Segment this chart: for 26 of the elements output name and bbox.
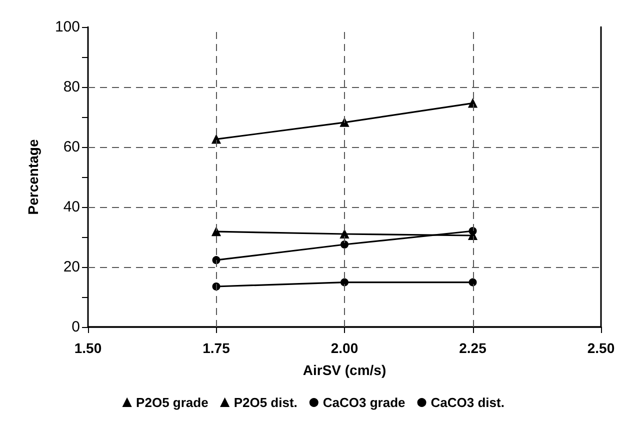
x-tick-label: 1.75: [202, 340, 230, 356]
x-axis-title: AirSV (cm/s): [302, 362, 386, 378]
legend-label: CaCO3 dist.: [430, 395, 504, 410]
point: [212, 256, 220, 264]
y-tick-label: 100: [54, 18, 80, 36]
point: [212, 227, 221, 236]
point: [340, 278, 348, 286]
legend-label: P2O5 dist.: [234, 395, 298, 410]
x-tick-label: 2.00: [330, 340, 358, 356]
point: [340, 230, 349, 238]
y-tick-label: 60: [63, 138, 80, 156]
point: [340, 240, 348, 248]
point: [468, 227, 477, 235]
legend-label: P2O5 grade: [136, 395, 208, 410]
legend-label: CaCO3 grade: [322, 395, 406, 410]
y-axis-title: Percentage: [25, 139, 41, 215]
x-tick-label: 2.25: [459, 340, 487, 356]
y-tick-label: 40: [63, 198, 80, 216]
x-tick-label: 1.50: [74, 340, 102, 356]
point: [468, 98, 478, 108]
y-tick-label: 80: [63, 78, 80, 96]
y-tick-label: 20: [63, 258, 80, 276]
point: [468, 278, 477, 286]
x-tick-label: 2.50: [587, 340, 615, 356]
point: [212, 134, 221, 144]
y-tick-label: 0: [72, 318, 80, 336]
